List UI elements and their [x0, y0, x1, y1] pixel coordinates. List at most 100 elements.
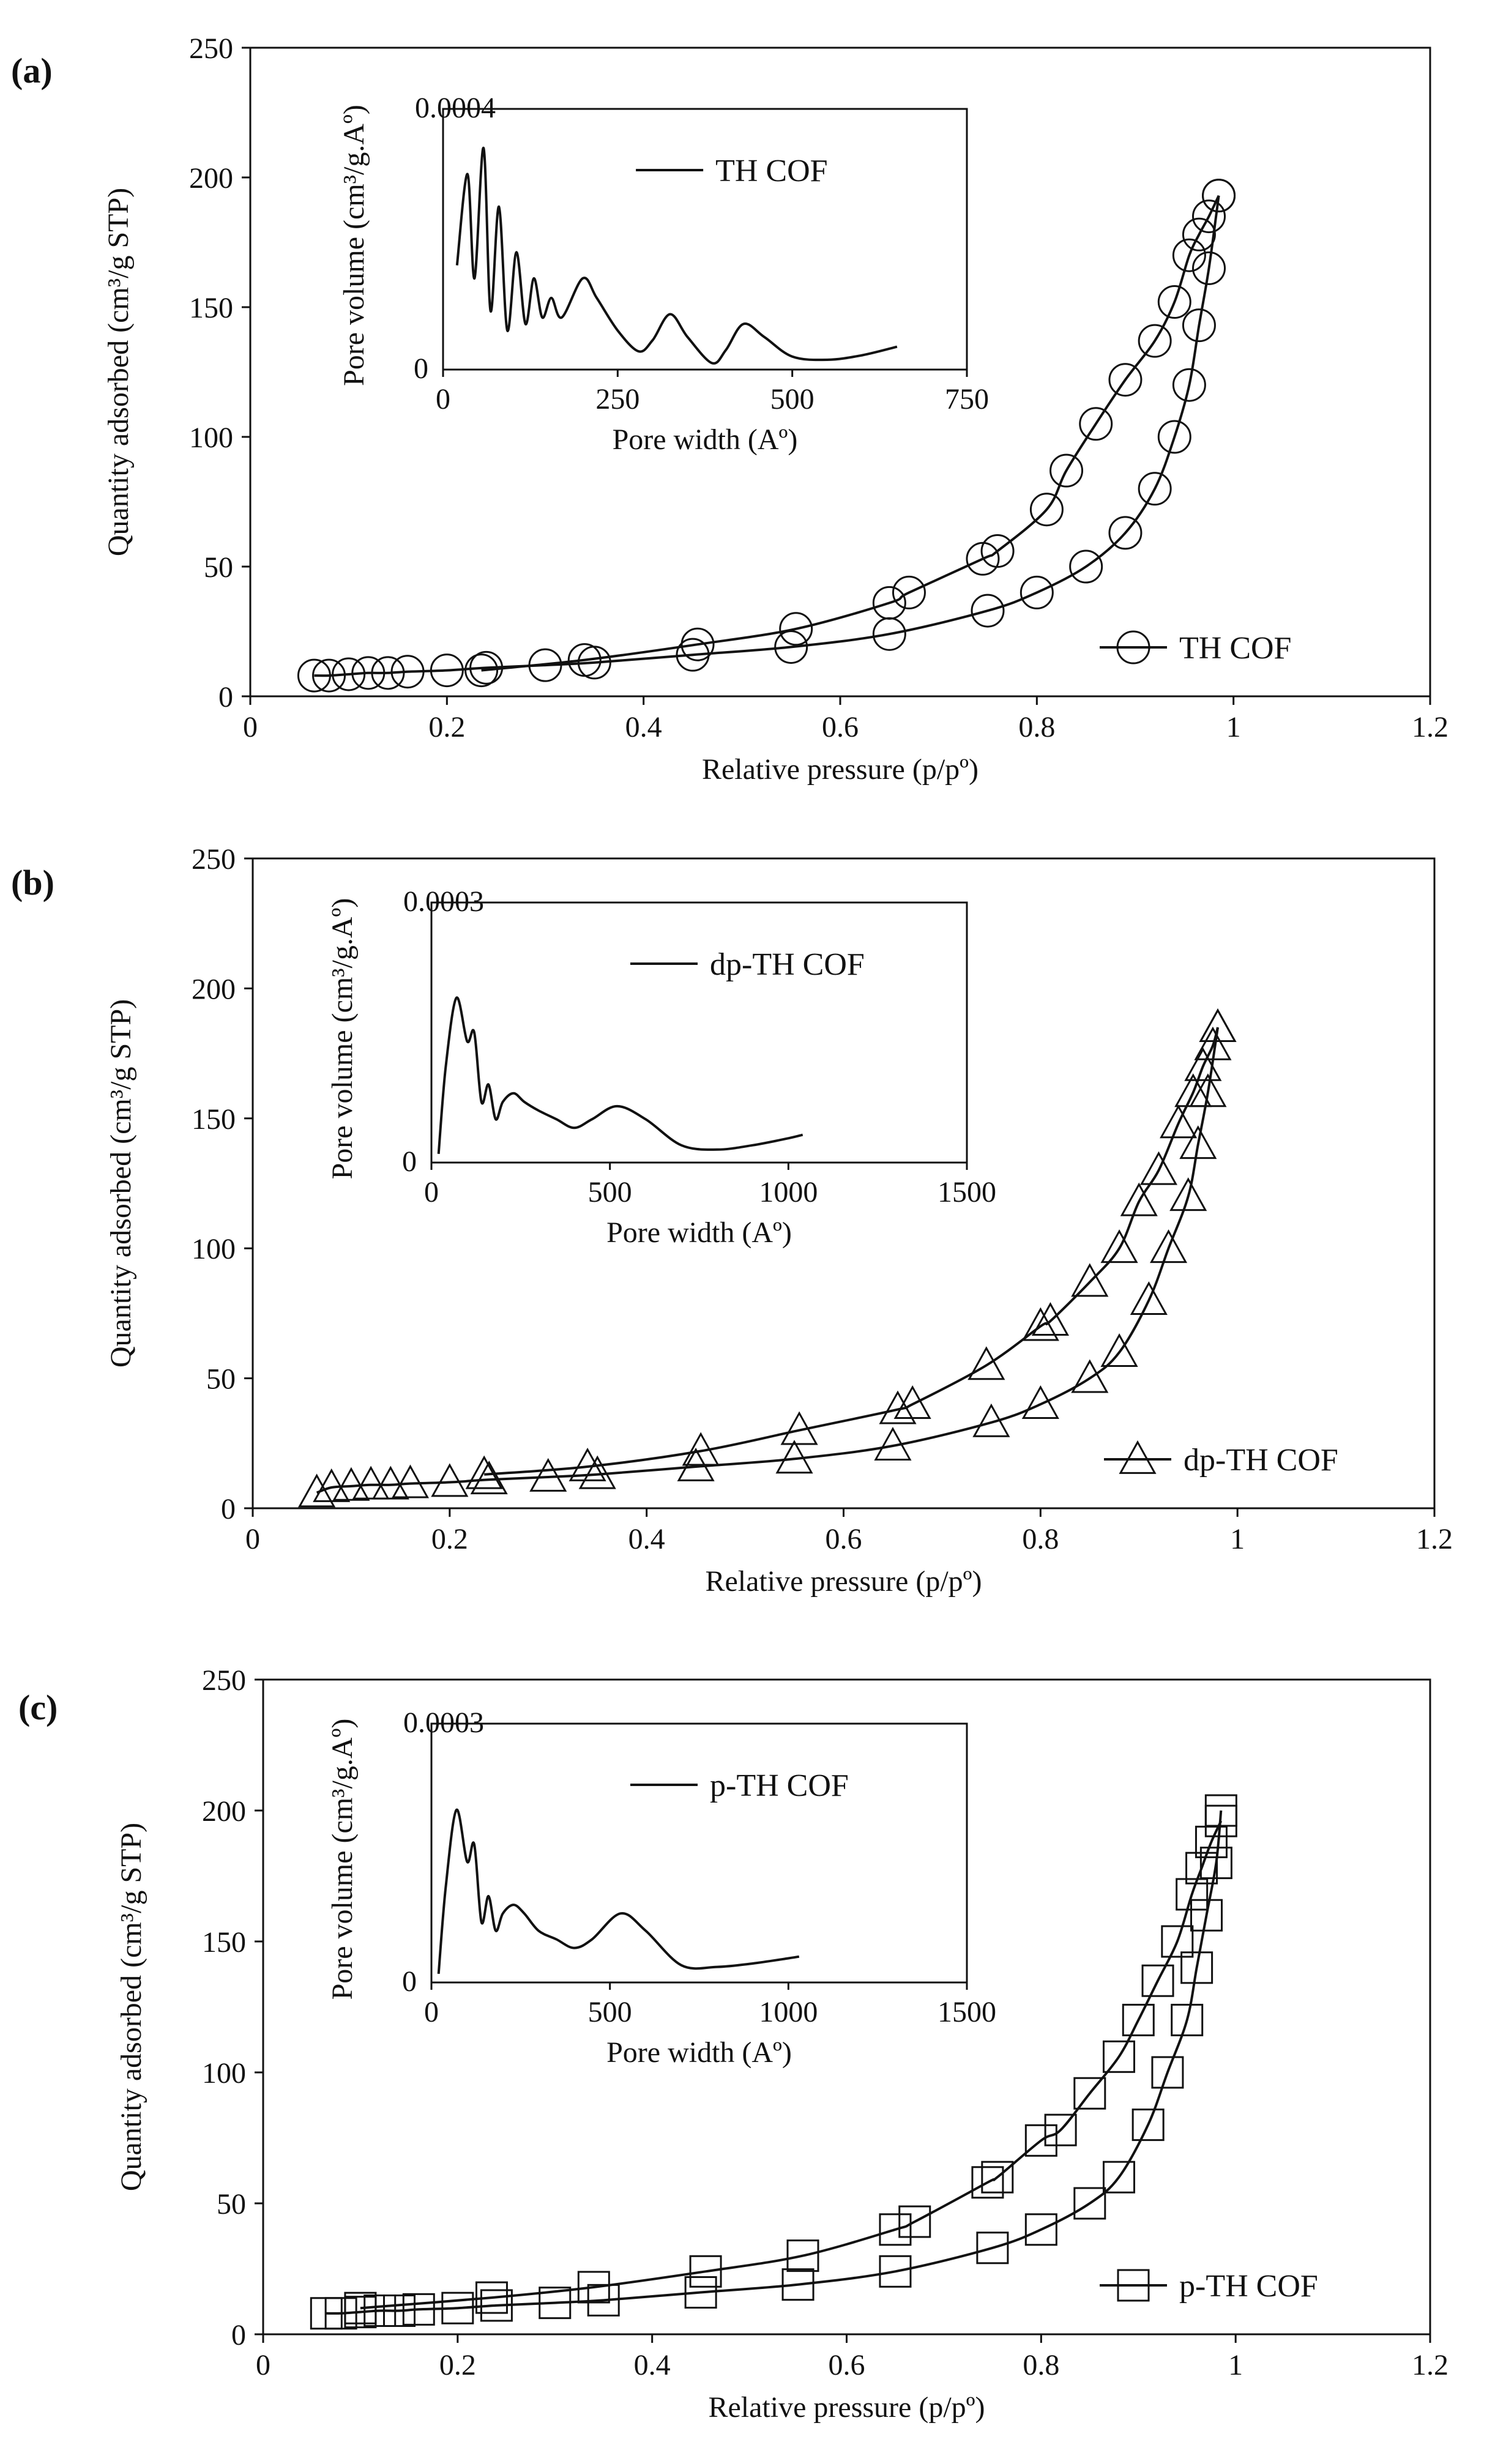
- desorption-point: [1202, 179, 1236, 213]
- y-tick-label: 0: [221, 1493, 236, 1525]
- adsorption-point: [382, 2294, 416, 2327]
- y-tick-label: 250: [202, 1664, 246, 1697]
- adsorption-point: [1171, 2003, 1204, 2036]
- adsorption-curve: [326, 1810, 1223, 2315]
- adsorption-point: [390, 655, 425, 689]
- x-tick-label: 0: [245, 1523, 260, 1555]
- desorption-point: [967, 1346, 1005, 1380]
- x-tick-label: 0.2: [428, 711, 465, 743]
- x-axis-label: Relative pressure (p/pº): [705, 1565, 982, 1598]
- adsorption-point: [371, 1465, 409, 1500]
- x-tick-label: 1.2: [1416, 1523, 1453, 1555]
- desorption-point: [1138, 324, 1172, 358]
- inset-x-tick-label: 1500: [938, 1176, 996, 1208]
- x-tick-label: 1: [1228, 2349, 1243, 2381]
- adsorption-point: [1172, 368, 1206, 402]
- desorption-point: [344, 2291, 377, 2324]
- desorption-point: [872, 586, 906, 620]
- y-tick-label: 150: [192, 1103, 236, 1136]
- desorption-point: [779, 612, 813, 646]
- y-tick-label: 50: [204, 551, 233, 584]
- inset: 0 250 500 750 0 0.0004 Pore width (Aº) Pore vol…: [338, 92, 989, 456]
- adsorption-point: [1179, 1125, 1217, 1159]
- x-axis-label: Relative pressure (p/pº): [702, 753, 979, 786]
- y-tick-label: 50: [206, 1363, 236, 1396]
- desorption-point: [1021, 1307, 1059, 1341]
- adsorption-point: [874, 1426, 912, 1461]
- adsorption-point: [781, 2268, 815, 2301]
- panel-letter: (a): [11, 51, 53, 91]
- desorption-point: [1157, 285, 1191, 319]
- desorption-point: [1044, 2113, 1077, 2146]
- x-tick-label: 0.8: [1022, 1523, 1059, 1555]
- adsorption-point: [371, 656, 405, 690]
- adsorption-point: [480, 2289, 513, 2322]
- adsorption-point: [1157, 420, 1191, 454]
- desorption-point: [465, 1455, 503, 1489]
- adsorption-point: [1071, 1359, 1109, 1393]
- desorption-point: [567, 643, 602, 677]
- panel-2: (c) 0 0.2 0.4 0.6 0.8 1 1.2 0 50 100 150 200 250 Relat…: [18, 1664, 1448, 2424]
- inset-y-tick-label: 0: [402, 1145, 417, 1178]
- legend-marker: [1116, 630, 1150, 664]
- legend-label: TH COF: [1179, 631, 1291, 666]
- desorption-point: [1141, 1964, 1174, 1997]
- adsorption-point: [1024, 2213, 1057, 2246]
- x-tick-label: 0.8: [1023, 2349, 1059, 2381]
- desorption-point: [1204, 1804, 1237, 1837]
- desorption-point: [1100, 1229, 1138, 1264]
- y-axis-label: Quantity adsorbed (cm³/g STP): [105, 999, 137, 1368]
- inset-frame: [430, 1722, 968, 1984]
- adsorption-point: [298, 1473, 336, 1508]
- x-tick-label: 0.8: [1018, 711, 1055, 743]
- adsorption-point: [430, 653, 464, 688]
- legend-label: dp-TH COF: [1184, 1443, 1338, 1478]
- inset-legend-label: dp-TH COF: [710, 947, 865, 982]
- y-tick-label: 200: [202, 1795, 246, 1828]
- desorption-point: [682, 1432, 720, 1466]
- inset-legend-label: TH COF: [715, 154, 827, 188]
- desorption-point: [1079, 407, 1113, 441]
- adsorption-point: [313, 1468, 351, 1502]
- desorption-point: [1161, 1925, 1194, 1958]
- legend-marker: [1119, 1440, 1157, 1474]
- pore-size-distribution-line: [437, 1808, 800, 1975]
- adsorption-point: [578, 1455, 616, 1489]
- y-tick-label: 250: [189, 32, 233, 65]
- desorption-point: [1024, 2124, 1057, 2157]
- adsorption-point: [684, 2276, 717, 2309]
- x-tick-label: 0.6: [829, 2349, 865, 2381]
- inset: 0 500 1000 1500 0 0.0003 Pore width (Aº) Pore v…: [326, 1707, 996, 2069]
- inset-y-axis-label: Pore volume (cm³/g.Aº): [326, 898, 359, 1180]
- adsorption-point: [324, 2297, 357, 2330]
- inset-x-tick-label: 500: [588, 1176, 632, 1208]
- adsorption-point: [971, 594, 1005, 628]
- x-tick-label: 0.6: [822, 711, 859, 743]
- adsorption-point: [1132, 2109, 1165, 2142]
- desorption-point: [680, 627, 715, 661]
- desorption-point: [689, 2255, 722, 2288]
- desorption-point: [786, 2239, 819, 2272]
- desorption-point: [1184, 1047, 1222, 1081]
- legend-marker: [1117, 2269, 1150, 2302]
- adsorption-point: [1020, 575, 1054, 609]
- desorption-point: [1108, 363, 1143, 397]
- adsorption-point: [879, 2255, 912, 2288]
- desorption-point: [780, 1411, 818, 1445]
- y-tick-label: 100: [192, 1233, 236, 1265]
- desorption-point: [577, 2271, 610, 2304]
- adsorption-point: [352, 1465, 390, 1500]
- inset-legend-label: p-TH COF: [710, 1768, 849, 1803]
- desorption-point: [1102, 2040, 1135, 2073]
- desorption-point: [1194, 1026, 1232, 1060]
- inset-x-axis-label: Pore width (Aº): [606, 2036, 792, 2069]
- x-axis-label: Relative pressure (p/pº): [708, 2391, 985, 2424]
- x-tick-label: 1.2: [1412, 2349, 1448, 2381]
- adsorption-point: [1149, 1229, 1188, 1264]
- desorption-point: [892, 575, 926, 609]
- desorption-point: [1073, 2077, 1106, 2110]
- inset-frame: [430, 901, 968, 1164]
- adsorption-curve: [316, 1027, 1219, 1494]
- inset-x-tick-label: 250: [595, 383, 639, 415]
